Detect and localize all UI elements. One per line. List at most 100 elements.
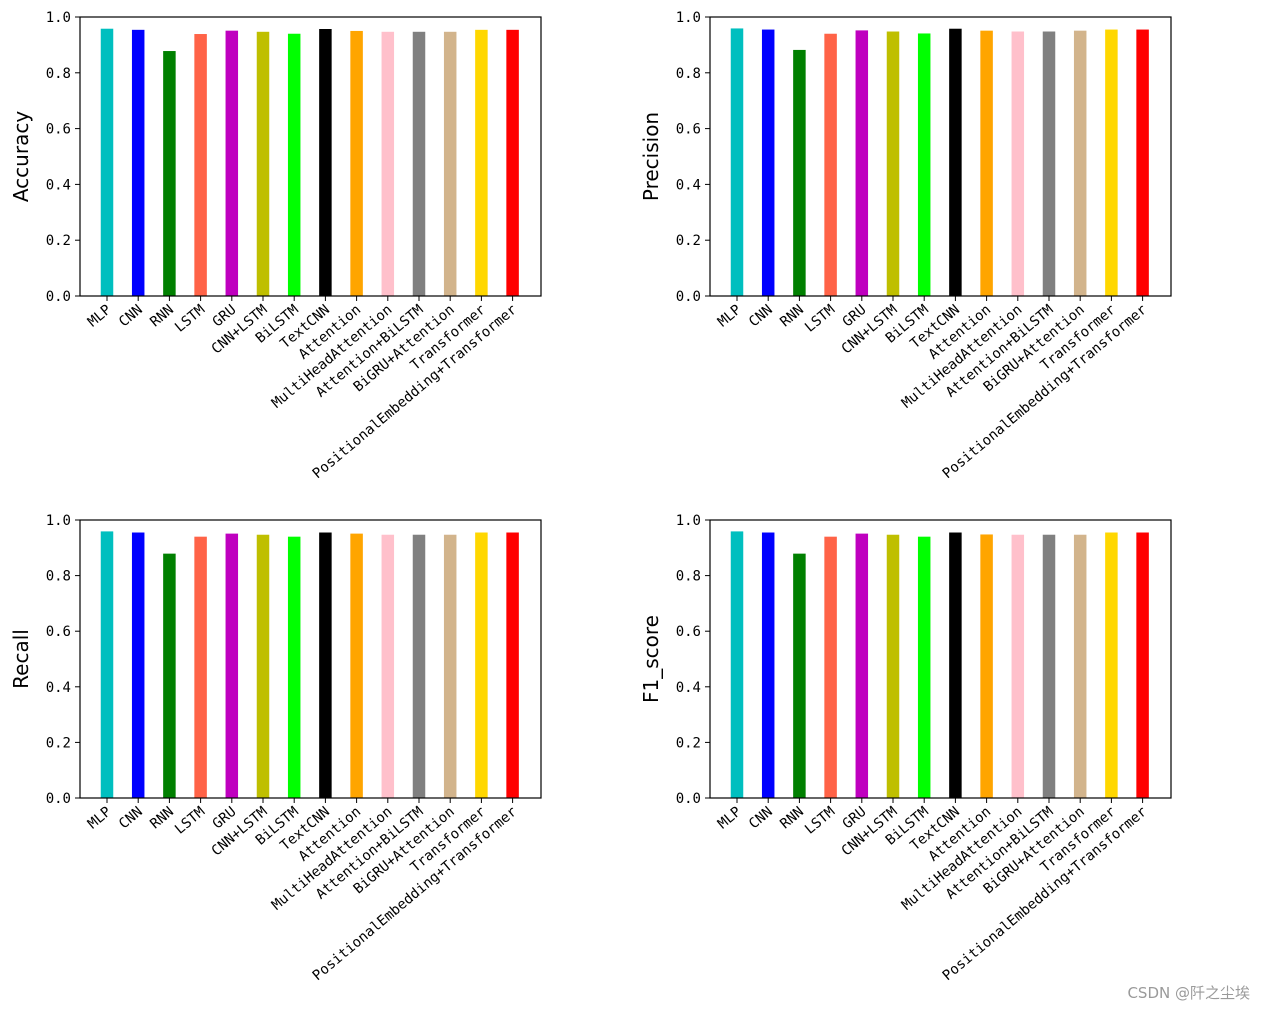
- y-tick-label: 0.8: [676, 66, 701, 82]
- axes-frame: [709, 519, 1172, 799]
- bar-transformer: [1105, 29, 1118, 297]
- bar-cnn-lstm: [886, 31, 900, 296]
- y-tick-label: 0.4: [676, 177, 701, 193]
- x-tick-label-cnn: CNN: [746, 804, 776, 833]
- y-tick-label: 1.0: [46, 513, 71, 529]
- bar-textcnn: [319, 29, 332, 296]
- bar-mlp: [730, 28, 744, 296]
- bar-attention: [980, 534, 993, 798]
- y-tick-label: 0.8: [46, 569, 71, 585]
- bar-transformer: [1105, 532, 1118, 798]
- x-tick-label-cnn: CNN: [116, 804, 146, 833]
- axes-frame: [79, 16, 542, 297]
- y-tick-label: 0.4: [46, 680, 71, 696]
- bar-mlp: [100, 28, 114, 296]
- bar-bilstm: [287, 33, 301, 297]
- axes-frame: [709, 16, 1172, 297]
- bar-rnn: [163, 51, 176, 296]
- bar-cnn-lstm: [256, 31, 270, 296]
- bar-multiheadattention: [1011, 31, 1025, 296]
- bar-lstm: [824, 33, 837, 297]
- y-tick-label: 0.4: [676, 680, 701, 696]
- bar-bigru-attention: [1073, 30, 1087, 296]
- bar-lstm: [824, 536, 837, 798]
- y-tick-label: 0.8: [46, 66, 71, 82]
- bar-bilstm: [287, 536, 301, 798]
- bar-lstm: [194, 34, 207, 297]
- y-tick-label: 1.0: [46, 10, 71, 26]
- y-tick-label: 0.2: [676, 233, 701, 249]
- bar-rnn: [793, 49, 806, 296]
- x-tick-label-lstm: LSTM: [802, 804, 838, 838]
- bar-gru: [225, 30, 239, 296]
- bar-transformer: [475, 532, 488, 798]
- bar-gru: [855, 533, 869, 798]
- bar-positionalembedding-transformer: [1136, 532, 1149, 798]
- bar-bilstm: [917, 33, 931, 297]
- x-tick-label-rnn: RNN: [777, 804, 807, 833]
- bar-positionalembedding-transformer: [506, 532, 519, 798]
- bar-positionalembedding-transformer: [506, 29, 519, 297]
- x-tick-label-lstm: LSTM: [172, 804, 208, 838]
- y-axis-label: Precision: [639, 112, 663, 201]
- bar-multiheadattention: [1011, 534, 1025, 798]
- bar-cnn-lstm: [256, 534, 270, 798]
- watermark: CSDN @阡之尘埃: [1127, 984, 1250, 1002]
- x-tick-label-lstm: LSTM: [172, 302, 208, 336]
- bar-positionalembedding-transformer: [1136, 29, 1149, 297]
- bar-attention-bilstm: [1042, 31, 1056, 296]
- bar-cnn: [131, 29, 145, 297]
- bar-multiheadattention: [381, 31, 395, 296]
- y-tick-label: 0.6: [46, 624, 71, 640]
- bar-textcnn: [319, 532, 332, 798]
- bar-cnn-lstm: [886, 534, 900, 798]
- y-tick-label: 0.2: [46, 735, 71, 751]
- x-tick-label-mlp: MLP: [85, 302, 115, 331]
- bar-attention: [350, 30, 363, 296]
- bar-mlp: [730, 531, 744, 798]
- bar-cnn: [761, 29, 775, 297]
- y-tick-label: 0.6: [676, 624, 701, 640]
- axes-frame: [79, 519, 542, 799]
- bar-rnn: [163, 553, 176, 798]
- bar-textcnn: [949, 28, 962, 296]
- y-tick-label: 1.0: [676, 10, 701, 26]
- bar-transformer: [475, 29, 488, 297]
- y-tick-label: 1.0: [676, 513, 701, 529]
- y-tick-label: 0.0: [676, 791, 701, 807]
- bar-cnn: [761, 532, 775, 798]
- bar-bilstm: [917, 536, 931, 798]
- bar-rnn: [793, 553, 806, 798]
- y-tick-label: 0.4: [46, 177, 71, 193]
- y-tick-label: 0.0: [46, 791, 71, 807]
- x-tick-label-cnn: CNN: [116, 302, 146, 331]
- x-tick-label-mlp: MLP: [715, 302, 745, 331]
- bar-multiheadattention: [381, 534, 395, 798]
- bar-textcnn: [949, 532, 962, 798]
- x-tick-label-rnn: RNN: [777, 302, 807, 331]
- y-tick-label: 0.0: [676, 289, 701, 305]
- x-tick-label-rnn: RNN: [147, 804, 177, 833]
- x-tick-label-rnn: RNN: [147, 302, 177, 331]
- x-tick-label-cnn: CNN: [746, 302, 776, 331]
- x-tick-label-lstm: LSTM: [802, 302, 838, 336]
- bar-mlp: [100, 531, 114, 798]
- y-axis-label: Accuracy: [9, 111, 33, 202]
- bar-attention-bilstm: [1042, 534, 1056, 798]
- bar-lstm: [194, 536, 207, 798]
- y-tick-label: 0.8: [676, 569, 701, 585]
- y-tick-label: 0.6: [676, 122, 701, 138]
- bar-attention: [350, 533, 363, 798]
- bar-bigru-attention: [443, 534, 457, 798]
- y-tick-label: 0.0: [46, 289, 71, 305]
- y-axis-label: F1_score: [639, 615, 663, 703]
- bar-attention-bilstm: [412, 31, 426, 296]
- bar-gru: [855, 30, 869, 296]
- bar-cnn: [131, 532, 145, 798]
- y-tick-label: 0.6: [46, 122, 71, 138]
- bar-bigru-attention: [1073, 534, 1087, 798]
